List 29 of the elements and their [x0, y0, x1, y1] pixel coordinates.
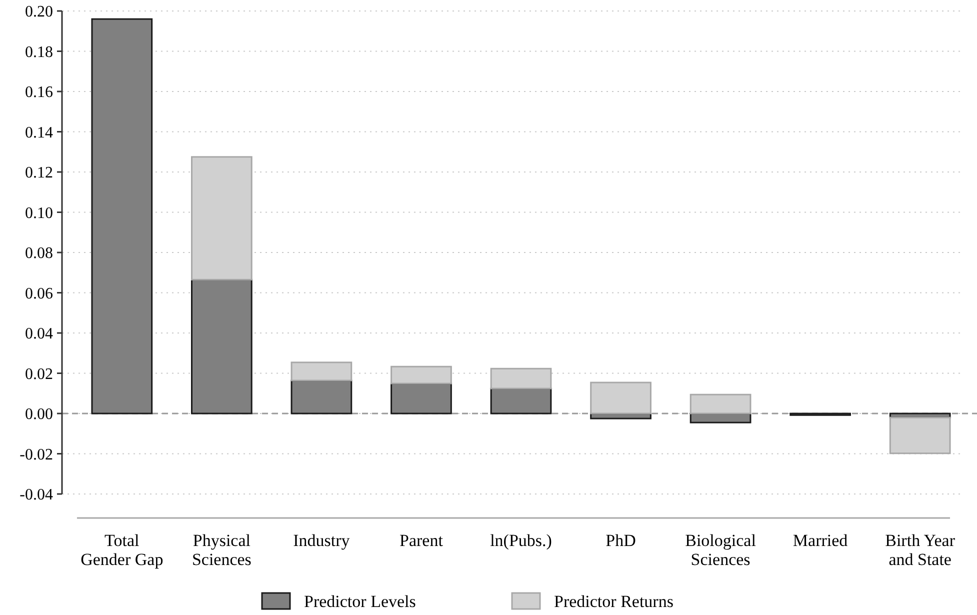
- x-tick-label: Industry: [293, 531, 350, 550]
- x-tick-label: Parent: [400, 531, 444, 550]
- y-tick-label: 0.06: [25, 285, 53, 302]
- y-tick-label: 0.04: [25, 326, 53, 343]
- bar: [191, 278, 252, 414]
- x-tick-label: Married: [792, 531, 848, 550]
- y-tick-label: 0.10: [25, 204, 53, 222]
- x-tick-label: Physical Sciences: [192, 531, 252, 569]
- y-tick-label: -0.04: [20, 486, 53, 504]
- y-tick-label: 0.12: [25, 164, 53, 182]
- bar: [490, 388, 552, 414]
- legend-label: Predictor Levels: [304, 592, 416, 611]
- x-tick-label: ln(Pubs.): [490, 531, 552, 550]
- x-tick-label: Biological Sciences: [685, 531, 756, 569]
- x-tick-label: Total Gender Gap: [80, 531, 164, 569]
- y-tick-label: 0.18: [25, 44, 53, 61]
- y-tick-label: 0.00: [25, 406, 53, 424]
- y-tick-label: 0.14: [25, 124, 53, 142]
- x-tick-label: PhD: [606, 531, 636, 550]
- y-tick-label: 0.08: [25, 245, 53, 262]
- bar: [390, 382, 452, 414]
- bar: [91, 18, 153, 414]
- y-tick-label: 0.02: [25, 366, 53, 383]
- y-tick-label: 0.16: [25, 84, 53, 102]
- y-tick-label: -0.02: [20, 446, 53, 464]
- bar: [290, 380, 352, 414]
- x-tick-label: Birth Year and State: [885, 531, 956, 569]
- y-tick-label: 0.20: [25, 4, 53, 21]
- legend-label: Predictor Returns: [554, 592, 674, 611]
